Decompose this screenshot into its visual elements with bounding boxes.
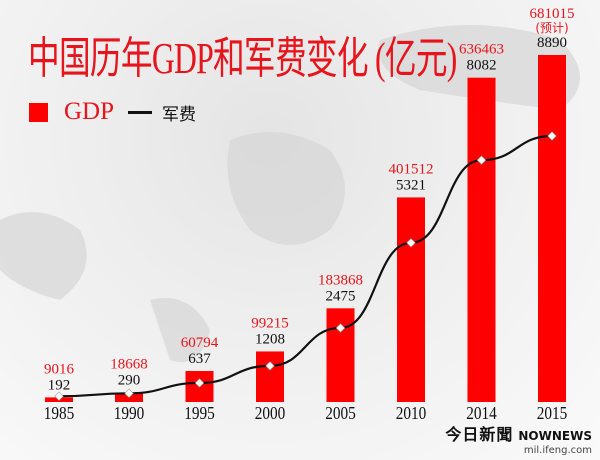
gdp-bar-2014 — [467, 77, 496, 402]
x-tick-label: 1995 — [184, 403, 215, 423]
map-background — [0, 25, 580, 362]
gdp-value-label: 18668 — [110, 356, 148, 372]
military-point-2015 — [547, 131, 557, 141]
x-tick-label: 2014 — [466, 403, 497, 423]
chart-title: 中国历年GDP和军费变化 (亿元) — [28, 34, 457, 83]
military-value-label: 8890 — [537, 35, 567, 51]
gdp-value-label: 99215 — [251, 315, 289, 331]
x-tick-label: 1985 — [44, 403, 75, 423]
military-point-2010 — [406, 238, 416, 248]
watermark-logo: 今日新聞 NOWNEWS mil.ifeng.com — [445, 427, 592, 456]
gdp-bar-2005 — [326, 308, 355, 402]
legend: GDP 军费 — [29, 98, 196, 126]
military-value-label: 8082 — [467, 58, 497, 74]
x-tick-label: 2010 — [396, 403, 427, 423]
gdp-value-label: 681015 — [530, 6, 575, 22]
gdp-value-label: 9016 — [44, 361, 75, 377]
military-point-1985 — [54, 391, 64, 401]
military-value-label: 290 — [118, 372, 141, 388]
x-tick-label: 2015 — [537, 403, 568, 423]
military-value-label: 2475 — [326, 288, 356, 304]
military-point-2005 — [335, 323, 346, 333]
gdp-bar-2015 — [538, 55, 566, 402]
military-value-label: 192 — [48, 377, 71, 393]
x-tick-label: 1990 — [114, 403, 145, 423]
military-point-1995 — [194, 378, 205, 388]
military-value-label: 5321 — [396, 177, 426, 193]
watermark-en: NOWNEWS — [518, 429, 592, 443]
legend-military-label: 军费 — [162, 104, 197, 125]
gdp-bar-2000 — [256, 351, 284, 402]
military-point-1990 — [124, 388, 134, 398]
military-value-label: 1208 — [255, 331, 285, 347]
x-tick-label: 2000 — [255, 403, 286, 423]
military-line — [58, 134, 553, 398]
watermark-url: mil.ifeng.com — [523, 445, 592, 456]
gdp-value-label: 60794 — [181, 335, 219, 351]
gdp-value-label: 636463 — [459, 42, 504, 58]
legend-military-swatch — [128, 110, 153, 114]
military-point-2000 — [265, 361, 275, 371]
watermark-row: 今日新聞 NOWNEWS — [445, 427, 592, 443]
gdp-bar-2010 — [397, 197, 425, 402]
legend-gdp-label: GDP — [64, 98, 115, 125]
legend-gdp-swatch — [29, 102, 48, 122]
watermark-cn: 今日新聞 — [445, 425, 514, 444]
x-tick-label: 2005 — [325, 403, 356, 423]
military-point-2014 — [476, 155, 487, 165]
military-value-label: 637 — [188, 351, 211, 367]
gdp-value-label: 183868 — [318, 272, 363, 288]
forecast-annotation: (预计) — [535, 21, 568, 35]
gdp-value-label: 401512 — [389, 161, 434, 177]
